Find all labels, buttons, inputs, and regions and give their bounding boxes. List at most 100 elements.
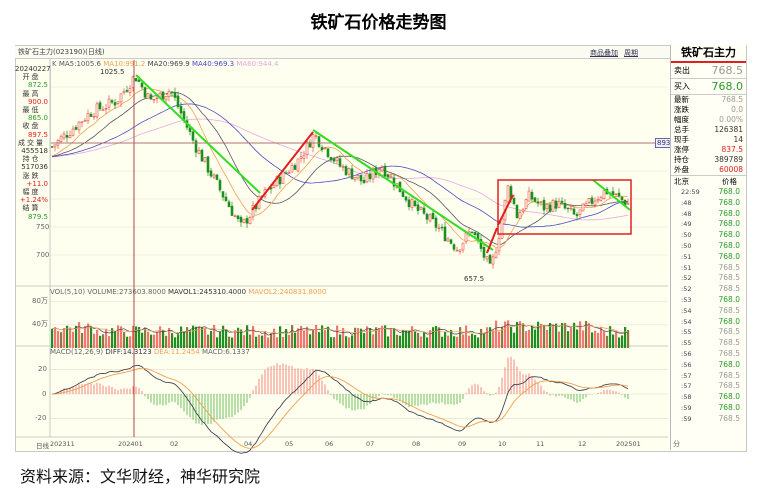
tick-row: :56 768.0	[671, 360, 746, 371]
volume-bar	[336, 325, 339, 348]
volume-bar	[567, 331, 570, 348]
tick-row: :50 768.0	[671, 230, 746, 241]
low-label: 最低	[22, 106, 41, 115]
tick-time: :55	[681, 339, 692, 348]
volume-bar	[324, 330, 327, 348]
tick-row: :51 768.0	[671, 252, 746, 263]
high-annotation: 1025.5	[100, 68, 125, 76]
tick-list[interactable]: 22:59 768.0:48 768.0:48 768.0:49 768.0:50 768…	[671, 187, 746, 425]
volume-bar	[519, 321, 522, 348]
tick-price: 768.0	[718, 197, 740, 207]
candle-body	[107, 98, 111, 108]
volume-bar	[126, 336, 129, 348]
mavol2-line	[51, 324, 629, 335]
volume-bar	[312, 329, 315, 348]
volume-bar	[555, 323, 558, 348]
volume-bar	[210, 331, 213, 348]
candle-body	[281, 171, 285, 184]
volume-value: 455518	[21, 147, 48, 156]
candle-body	[71, 128, 75, 136]
k-label: K	[52, 60, 57, 68]
candle-body	[248, 216, 252, 225]
candle-body	[95, 103, 99, 118]
candle-body	[446, 238, 450, 242]
change-label: 涨跌	[22, 171, 41, 180]
tick-price: 768.5	[718, 273, 740, 283]
candle-body	[176, 95, 180, 108]
overlay-commodity-button[interactable]: 商品叠加	[590, 49, 618, 57]
bid-value: 768.0	[711, 80, 744, 93]
ma10-label: MA10:991.2	[103, 60, 146, 68]
volume-bar	[456, 336, 459, 348]
volume-bar	[63, 327, 66, 348]
tick-price: 768.0	[718, 251, 740, 261]
volume-bar	[213, 324, 216, 348]
volume-bar	[363, 333, 366, 348]
stat-row: 幅度 0.00%	[671, 115, 746, 125]
stat-value: 60008	[719, 165, 743, 174]
high-value: 900.0	[27, 97, 48, 106]
volume-bar	[165, 335, 168, 348]
volume-bar	[591, 332, 594, 348]
volume-bar	[252, 325, 255, 348]
volume-bar	[360, 328, 363, 348]
minute-tab[interactable]: 分	[673, 440, 680, 448]
candle-body	[80, 121, 84, 123]
candle-body	[296, 158, 300, 172]
volume-bar	[330, 337, 333, 348]
macd-tick-0: 0	[42, 390, 47, 398]
candle-body	[290, 165, 294, 173]
candle-body	[434, 217, 438, 228]
volume-bar	[411, 326, 414, 348]
volume-bar	[171, 333, 174, 348]
volume-bar	[264, 331, 267, 348]
volume-bar	[270, 333, 273, 348]
tick-price: 768.5	[718, 413, 740, 423]
tick-time: :48	[681, 209, 692, 218]
volume-bar	[588, 323, 591, 348]
volume-bar	[414, 331, 417, 348]
tick-time: :52	[681, 285, 692, 294]
candle-body	[200, 149, 204, 162]
candle-body	[110, 100, 114, 103]
bar-info-panel: 20240227 开盘 872.5 最高 900.0 最低 865.0 收盘 8…	[15, 65, 51, 221]
volume-bar	[399, 335, 402, 348]
volume-bar	[216, 337, 219, 348]
volume-bar	[345, 336, 348, 348]
volume-bar	[288, 334, 291, 348]
candle-body	[317, 136, 321, 147]
volume-bar	[333, 337, 336, 348]
quote-title: 铁矿石主力	[671, 45, 746, 63]
candle-body	[380, 167, 384, 172]
candle-body	[521, 209, 525, 212]
volume-bar	[96, 329, 99, 348]
tick-time: :55	[681, 328, 692, 337]
macd-params: MACD(12,26,9)	[50, 348, 104, 356]
period-button[interactable]: 周期	[624, 49, 638, 57]
volume-bar	[327, 326, 330, 348]
volume-bar	[174, 337, 177, 348]
volume-bar	[429, 330, 432, 348]
tick-price: 768.0	[718, 294, 740, 304]
candle-body	[425, 213, 429, 220]
volume-bar	[309, 334, 312, 348]
tick-row: :56 768.5	[671, 349, 746, 360]
candle-body	[215, 174, 219, 180]
tick-price: 768.5	[718, 381, 740, 391]
candle-body	[314, 135, 318, 137]
candle-body	[113, 102, 117, 106]
candle-body	[386, 174, 390, 178]
stat-row: 现手 14	[671, 135, 746, 145]
tick-row: :54 768.5	[671, 306, 746, 317]
volume-bar	[99, 335, 102, 348]
candle-body	[551, 200, 555, 212]
open-value: 872.5	[27, 81, 48, 90]
volume-bar	[54, 327, 57, 348]
volume-bar	[537, 321, 540, 348]
volume-bar	[390, 328, 393, 348]
volume-bar	[471, 333, 474, 348]
tick-row: :57 768.5	[671, 381, 746, 392]
tick-time: :50	[681, 241, 692, 250]
tick-row: :48 768.0	[671, 209, 746, 220]
candle-body	[449, 239, 453, 244]
